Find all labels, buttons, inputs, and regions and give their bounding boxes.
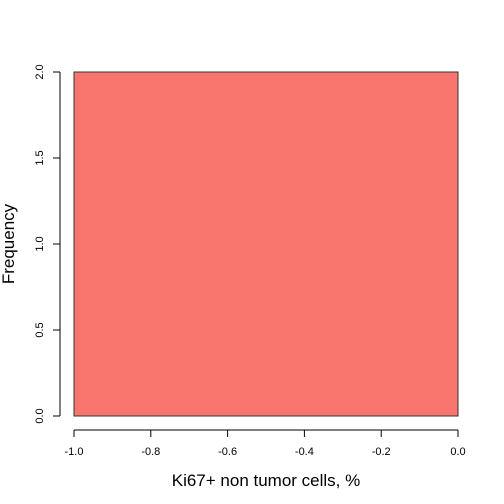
y-axis: 0.0 0.5 1.0 1.5 2.0	[34, 64, 61, 424]
x-axis: -1.0 -0.8 -0.6 -0.4 -0.2 0.0	[65, 429, 466, 458]
x-tick-label: -0.8	[141, 446, 160, 458]
y-tick-label: 0.0	[34, 408, 46, 423]
bars-layer	[73, 71, 459, 417]
x-tick-label: -0.2	[372, 446, 391, 458]
x-axis-title: Ki67+ non tumor cells, %	[172, 471, 361, 490]
y-tick-label: 1.5	[34, 150, 46, 165]
x-tick-label: -0.4	[295, 446, 314, 458]
y-tick-label: 2.0	[34, 64, 46, 79]
x-tick-label: 0.0	[450, 446, 465, 458]
y-tick-label: 0.5	[34, 322, 46, 337]
histogram-bar	[73, 71, 459, 417]
x-tick-label: -1.0	[65, 446, 84, 458]
x-tick-label: -0.6	[218, 446, 237, 458]
y-axis-title: Frequency	[0, 203, 18, 284]
y-tick-label: 1.0	[34, 236, 46, 251]
